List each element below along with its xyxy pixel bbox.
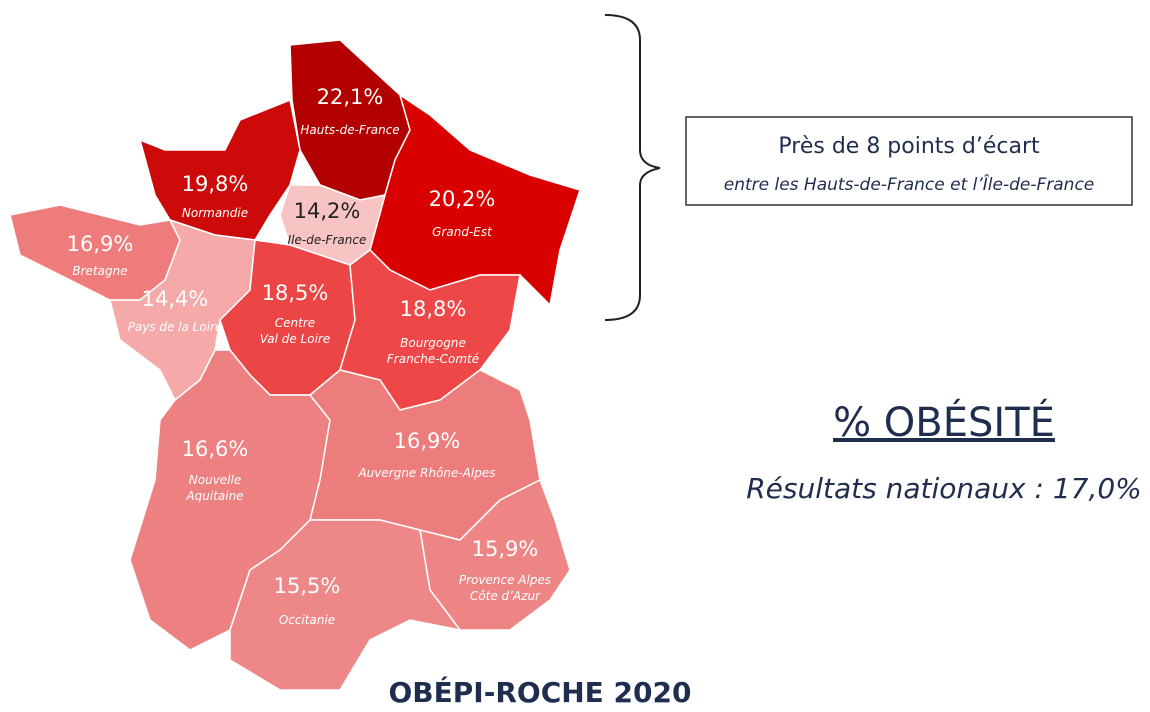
region-name: Bourgogne Franche-Comté (387, 336, 479, 366)
region-name: Provence Alpes Côte d’Azur (459, 573, 551, 603)
heading-title: % OBÉSITÉ (833, 398, 1055, 446)
bracket (604, 14, 661, 321)
region-name: Pays de la Loire (128, 320, 223, 334)
region-name: Bretagne (72, 264, 127, 278)
heading-subtitle: Résultats nationaux : 17,0% (746, 472, 1142, 505)
region-value: 14,4% (142, 287, 209, 311)
region-value: 16,9% (394, 429, 461, 453)
region-name: Ile-de-France (288, 233, 367, 247)
footer: OBÉPI-ROCHE 2020 (389, 675, 692, 709)
region-value: 22,1% (317, 85, 384, 109)
region-name: Nouvelle Aquitaine (185, 473, 243, 503)
region-value: 16,6% (182, 437, 249, 461)
region-value: 18,5% (262, 281, 329, 305)
region-value: 20,2% (429, 187, 496, 211)
region-name: Centre Val de Loire (260, 316, 330, 346)
region-name: Auvergne Rhône-Alpes (357, 466, 495, 480)
region (419, 478, 571, 631)
region-value: 14,2% (294, 199, 361, 223)
region-value: 15,9% (472, 537, 539, 561)
callout-box (685, 116, 1133, 206)
region-value: 15,5% (274, 574, 341, 598)
region-name: Occitanie (279, 613, 335, 627)
region-name: Normandie (182, 206, 248, 220)
region-name: Grand-Est (432, 225, 493, 239)
region-value: 16,9% (67, 232, 134, 256)
region-name: Hauts-de-France (300, 123, 399, 137)
region-value: 18,8% (400, 297, 467, 321)
region (229, 519, 462, 691)
callout-subtitle: entre les Hauts-de-France et l’Île-de-Fr… (724, 173, 1095, 195)
region-value: 19,8% (182, 172, 249, 196)
callout-title: Près de 8 points d’écart (778, 134, 1040, 159)
